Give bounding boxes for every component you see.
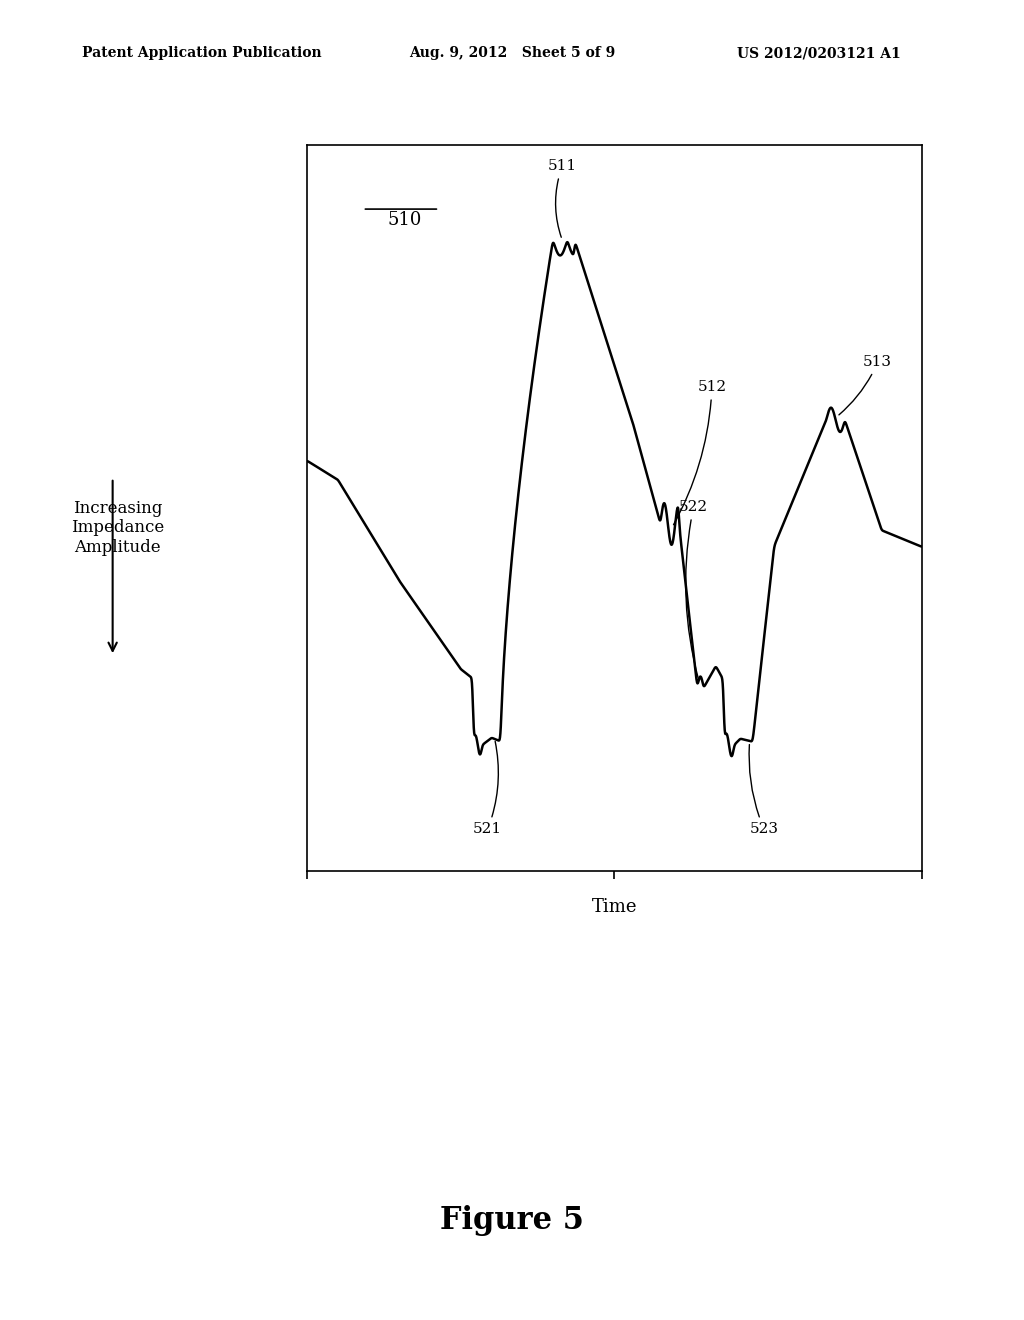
Text: Patent Application Publication: Patent Application Publication <box>82 46 322 61</box>
Text: 510: 510 <box>387 210 422 228</box>
Text: 511: 511 <box>548 160 577 238</box>
Text: Increasing
Impedance
Amplitude: Increasing Impedance Amplitude <box>71 500 165 556</box>
X-axis label: Time: Time <box>592 899 637 916</box>
Text: US 2012/0203121 A1: US 2012/0203121 A1 <box>737 46 901 61</box>
Text: 521: 521 <box>473 742 502 837</box>
Text: 522: 522 <box>679 500 708 678</box>
Text: Aug. 9, 2012   Sheet 5 of 9: Aug. 9, 2012 Sheet 5 of 9 <box>410 46 615 61</box>
Text: Figure 5: Figure 5 <box>440 1205 584 1237</box>
Text: 512: 512 <box>674 380 726 525</box>
Text: 523: 523 <box>750 744 778 837</box>
Text: 513: 513 <box>839 355 892 414</box>
